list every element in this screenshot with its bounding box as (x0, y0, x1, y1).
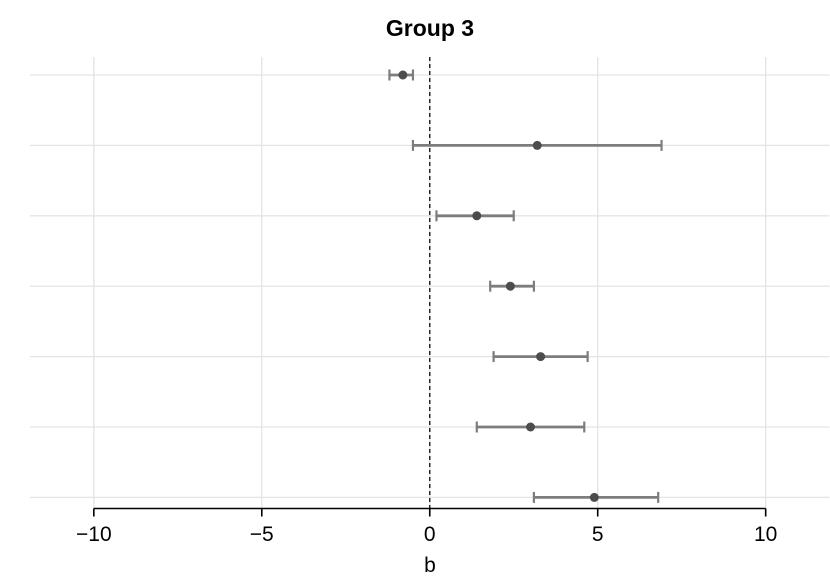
point-estimate (398, 70, 408, 80)
error-bar-row (532, 491, 660, 503)
point-estimate (526, 422, 536, 432)
x-tick-label: 5 (592, 523, 604, 546)
error-bar-row (435, 210, 515, 222)
x-axis-label: b (424, 554, 436, 577)
error-bar-row (411, 139, 663, 151)
point-estimate (589, 492, 599, 502)
error-bar-row (475, 421, 586, 433)
x-tick-label: 10 (754, 523, 777, 546)
error-bar-row (388, 69, 415, 81)
error-bar-row (489, 280, 535, 292)
x-axis-layer: −10 −5 0 5 10 (76, 507, 777, 546)
error-bar-row (492, 351, 589, 363)
x-tick-label: −5 (250, 523, 274, 546)
x-tick-label: 0 (424, 523, 436, 546)
point-estimate (532, 140, 542, 150)
point-estimate (472, 211, 482, 221)
x-tick-label: −10 (76, 523, 112, 546)
plot-title: Group 3 (386, 15, 474, 41)
point-estimate (505, 281, 515, 291)
error-bars-layer (388, 69, 663, 503)
point-estimate (536, 352, 546, 362)
